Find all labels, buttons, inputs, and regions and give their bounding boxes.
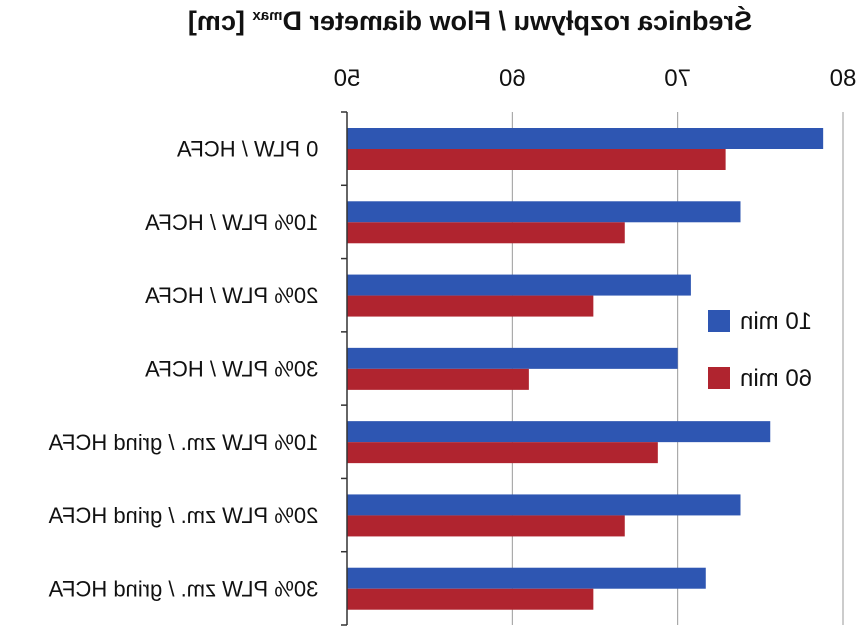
legend-label: 60 min bbox=[740, 365, 812, 392]
bar-10-min bbox=[347, 347, 678, 369]
bar-10-min bbox=[347, 421, 771, 443]
title-unit: [cm] bbox=[188, 6, 253, 36]
x-tick-label: 80 bbox=[830, 65, 857, 92]
bar-60-min bbox=[347, 222, 625, 244]
category-label: 30% PLW zm. / grind HCFA bbox=[48, 576, 318, 601]
category-label: 10% PLW / HCFA bbox=[145, 210, 319, 235]
bar-60-min bbox=[347, 515, 625, 537]
x-tick-label: 60 bbox=[499, 65, 526, 92]
bar-10-min bbox=[347, 494, 741, 516]
bar-10-min bbox=[347, 128, 824, 149]
x-tick-label: 70 bbox=[664, 65, 691, 92]
legend-label: 10 min bbox=[740, 308, 812, 335]
bars bbox=[347, 128, 824, 610]
bar-60-min bbox=[347, 149, 726, 170]
category-label: 10% PLW zm. / grind HCFA bbox=[48, 430, 318, 455]
title-main: Średnica rozpływu / Flow diameter D bbox=[282, 5, 752, 36]
category-label: 20% PLW zm. / grind HCFA bbox=[48, 503, 318, 528]
title-superscript: max bbox=[252, 7, 283, 24]
x-tick-label: 50 bbox=[334, 65, 361, 92]
legend-swatch bbox=[708, 367, 730, 389]
bar-60-min bbox=[347, 442, 658, 464]
legend-swatch bbox=[708, 310, 730, 332]
bar-10-min bbox=[347, 201, 741, 223]
category-axis bbox=[341, 111, 348, 626]
category-label: 20% PLW / HCFA bbox=[145, 283, 319, 308]
bar-10-min bbox=[347, 567, 706, 589]
bar-60-min bbox=[347, 588, 594, 610]
category-labels: 0 PLW / HCFA 10% PLW / HCFA 20% PLW / HCFA… bbox=[48, 137, 318, 602]
bar-60-min bbox=[347, 368, 529, 390]
x-axis-ticks: 50 60 70 80 bbox=[334, 65, 857, 92]
category-label: 30% PLW / HCFA bbox=[145, 357, 319, 382]
legend: 10 min 60 min bbox=[708, 308, 812, 392]
category-label: 0 PLW / HCFA bbox=[177, 137, 319, 162]
bar-60-min bbox=[347, 295, 594, 317]
bar-10-min bbox=[347, 274, 691, 296]
chart-title: Średnica rozpływu / Flow diameter Dmax [… bbox=[188, 5, 752, 36]
